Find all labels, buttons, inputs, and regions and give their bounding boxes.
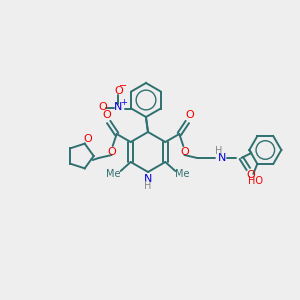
Text: H: H — [214, 146, 222, 156]
Text: O: O — [107, 147, 116, 157]
Text: Me: Me — [175, 169, 190, 179]
Text: −: − — [119, 82, 127, 92]
Text: O: O — [98, 103, 107, 112]
Text: O: O — [83, 134, 92, 144]
Text: H: H — [144, 181, 152, 191]
Text: N: N — [218, 153, 226, 163]
Text: +: + — [120, 98, 127, 107]
Text: O: O — [246, 170, 255, 180]
Text: N: N — [114, 103, 122, 112]
Text: O: O — [114, 85, 123, 95]
Text: O: O — [185, 110, 194, 120]
Text: O: O — [180, 147, 189, 157]
Text: Me: Me — [106, 169, 121, 179]
Text: N: N — [144, 174, 152, 184]
Text: O: O — [102, 110, 111, 120]
Text: HO: HO — [248, 176, 263, 186]
